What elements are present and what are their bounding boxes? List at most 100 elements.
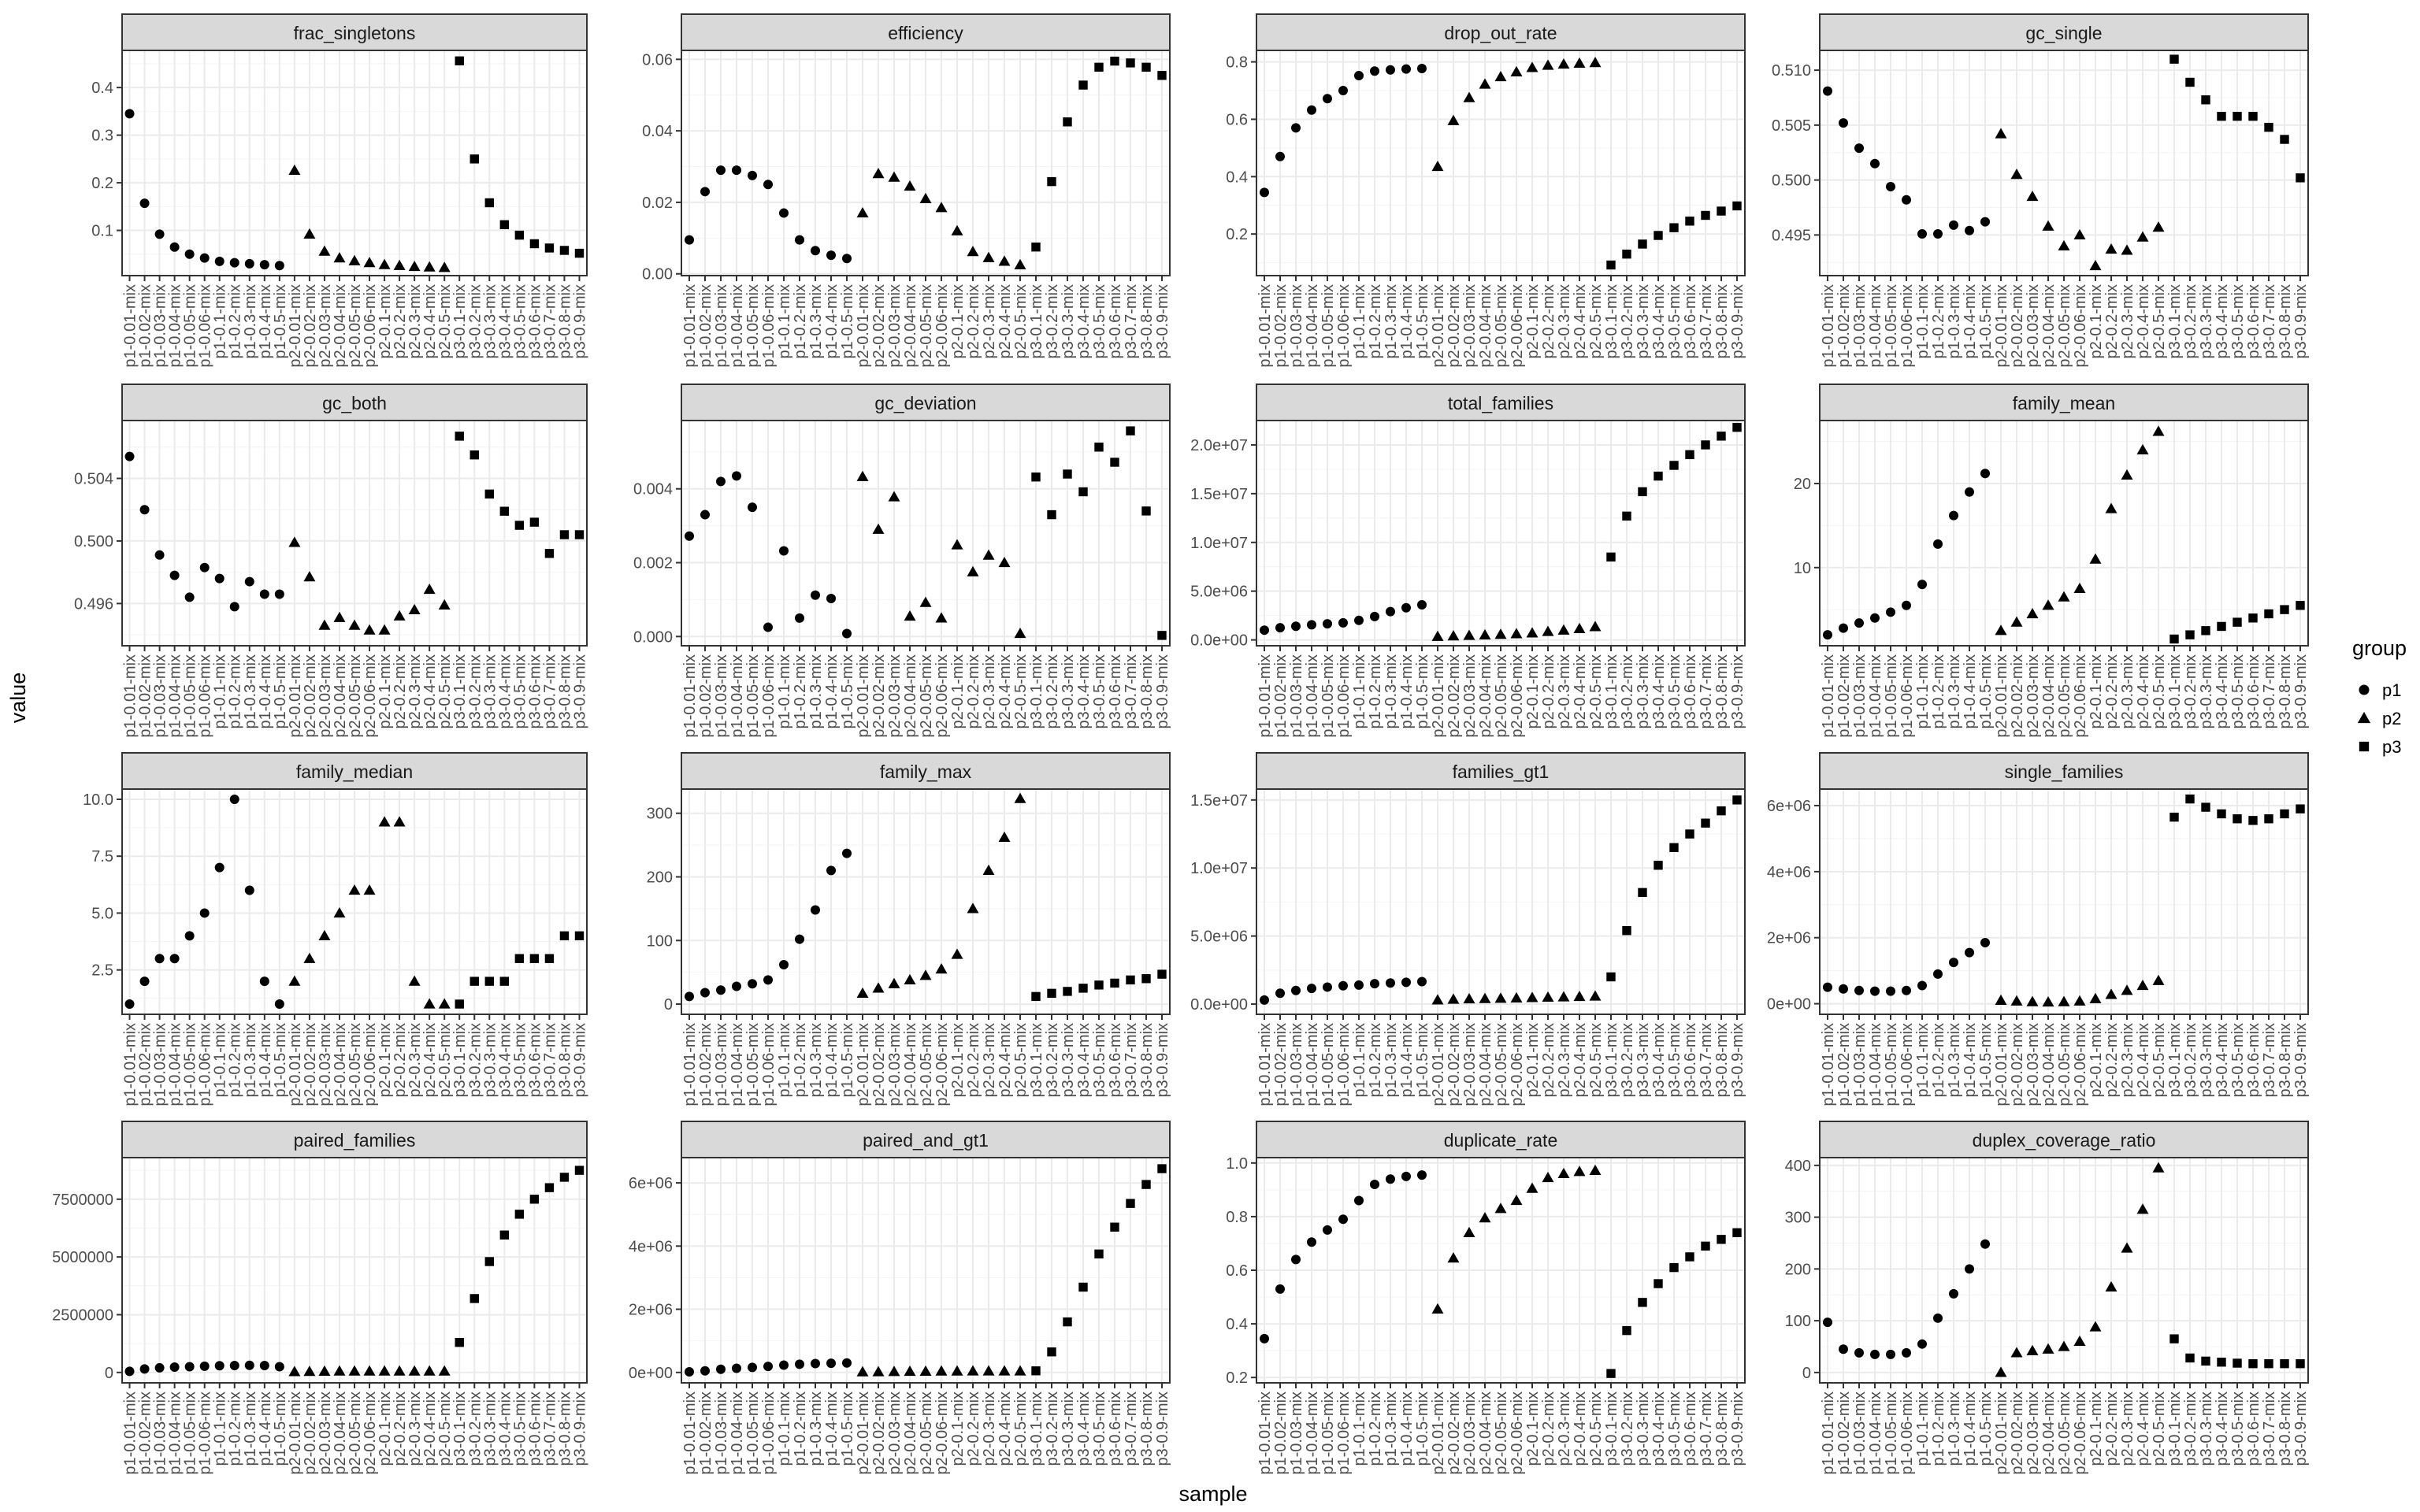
data-point-p3 bbox=[1732, 795, 1742, 805]
data-point-p3 bbox=[1717, 206, 1726, 216]
data-point-p1 bbox=[1260, 187, 1269, 198]
x-tick-label: p1-0.4-mix bbox=[823, 1392, 841, 1466]
x-tick-label: p3-0.4-mix bbox=[1075, 654, 1093, 728]
x-tick-label: p2-0.1-mix bbox=[1524, 284, 1542, 358]
x-tick-label: p2-0.06-mix bbox=[933, 654, 951, 738]
x-tick-label: p1-0.06-mix bbox=[1335, 654, 1353, 738]
data-point-p1 bbox=[1886, 986, 1895, 996]
x-tick-label: p3-0.5-mix bbox=[1091, 1023, 1108, 1097]
x-tick-label: p2-0.1-mix bbox=[377, 284, 394, 358]
x-tick-label: p3-0.7-mix bbox=[1123, 284, 1140, 358]
x-tick-label: p3-0.8-mix bbox=[2277, 654, 2294, 728]
data-point-p2 bbox=[423, 998, 436, 1009]
data-point-p2 bbox=[888, 491, 900, 502]
data-point-p1 bbox=[214, 1361, 225, 1371]
data-point-p1 bbox=[1870, 613, 1880, 623]
y-tick-label: 0e+00 bbox=[1767, 996, 1811, 1014]
x-tick-label: p1-0.06-mix bbox=[197, 654, 214, 738]
data-point-p1 bbox=[1260, 995, 1269, 1005]
data-point-p1 bbox=[1917, 1339, 1927, 1349]
x-tick-label: p3-0.4-mix bbox=[496, 654, 514, 728]
data-point-p2 bbox=[2089, 992, 2102, 1003]
data-point-p1 bbox=[732, 981, 741, 991]
x-tick-label: p1-0.2-mix bbox=[227, 1392, 244, 1466]
x-tick-label: p1-0.2-mix bbox=[227, 284, 244, 358]
facet-strip-title: duplicate_rate bbox=[1444, 1130, 1558, 1151]
x-tick-label: p3-0.1-mix bbox=[1028, 1023, 1045, 1097]
x-tick-label: p3-0.9-mix bbox=[571, 654, 588, 728]
x-tick-label: p2-0.02-mix bbox=[302, 1392, 319, 1475]
x-tick-label: p2-0.4-mix bbox=[1572, 1392, 1589, 1466]
facet-strip-title: paired_families bbox=[294, 1130, 416, 1151]
data-point-p3 bbox=[1701, 210, 1710, 220]
data-point-p1 bbox=[685, 1366, 694, 1377]
x-tick-label: p2-0.04-mix bbox=[1477, 284, 1494, 368]
data-point-p3 bbox=[2169, 54, 2179, 64]
x-tick-label: p2-0.02-mix bbox=[870, 284, 888, 368]
x-tick-label: p3-0.7-mix bbox=[1123, 654, 1140, 728]
data-point-p1 bbox=[1275, 151, 1285, 161]
x-tick-label: p2-0.1-mix bbox=[1524, 1023, 1542, 1097]
x-tick-label: p2-0.06-mix bbox=[933, 1023, 951, 1106]
x-tick-label: p2-0.5-mix bbox=[436, 654, 454, 728]
x-tick-label: p1-0.01-mix bbox=[1256, 654, 1274, 738]
x-tick-label: p1-0.1-mix bbox=[1351, 1392, 1368, 1466]
data-point-p2 bbox=[2089, 259, 2102, 271]
data-point-p3 bbox=[1110, 56, 1119, 66]
data-point-p3 bbox=[2217, 112, 2226, 121]
data-point-p3 bbox=[1141, 974, 1151, 984]
x-tick-label: p2-0.05-mix bbox=[1493, 284, 1510, 368]
x-tick-label: p3-0.3-mix bbox=[1635, 654, 1652, 728]
x-tick-label: p2-0.06-mix bbox=[362, 654, 379, 738]
data-point-p3 bbox=[1094, 1249, 1104, 1259]
data-point-p2 bbox=[2152, 1162, 2165, 1173]
x-tick-label: p1-0.04-mix bbox=[729, 284, 746, 368]
data-point-p1 bbox=[1307, 105, 1316, 115]
x-tick-label: p1-0.3-mix bbox=[1383, 1392, 1400, 1466]
data-point-p2 bbox=[2073, 995, 2086, 1006]
x-tick-label: p1-0.06-mix bbox=[1899, 1023, 1916, 1106]
x-tick-label: p1-0.06-mix bbox=[1335, 284, 1353, 368]
x-tick-label: p2-0.02-mix bbox=[870, 1023, 888, 1106]
x-tick-label: p3-0.8-mix bbox=[2277, 1392, 2294, 1466]
data-point-p2 bbox=[288, 1366, 301, 1377]
x-tick-label: p2-0.2-mix bbox=[392, 284, 409, 358]
x-tick-label: p1-0.05-mix bbox=[1883, 284, 1900, 368]
x-tick-label: p1-0.4-mix bbox=[1398, 654, 1416, 728]
data-point-p1 bbox=[274, 261, 284, 271]
x-tick-label: p3-0.6-mix bbox=[526, 1392, 544, 1466]
data-point-p3 bbox=[2185, 794, 2195, 804]
facet-strip-title: duplex_coverage_ratio bbox=[1973, 1130, 2156, 1151]
data-point-p3 bbox=[1126, 975, 1135, 985]
data-point-p2 bbox=[348, 884, 361, 895]
y-tick-label: 300 bbox=[1785, 1210, 1811, 1227]
x-tick-label: p2-0.2-mix bbox=[1540, 1023, 1557, 1097]
data-point-p2 bbox=[872, 1366, 885, 1377]
x-tick-label: p1-0.3-mix bbox=[807, 1392, 825, 1466]
data-point-p1 bbox=[732, 165, 741, 176]
data-point-p2 bbox=[919, 596, 932, 607]
x-tick-label: p3-0.3-mix bbox=[2198, 1023, 2215, 1097]
data-point-p1 bbox=[1260, 1333, 1269, 1343]
data-point-p1 bbox=[700, 510, 710, 520]
data-point-p2 bbox=[2042, 220, 2054, 231]
data-point-p2 bbox=[1589, 990, 1602, 1001]
x-tick-label: p1-0.5-mix bbox=[1414, 1392, 1431, 1466]
data-point-p1 bbox=[1917, 228, 1927, 239]
data-point-p2 bbox=[872, 982, 885, 993]
data-point-p1 bbox=[1965, 487, 1974, 497]
data-point-p1 bbox=[1370, 611, 1379, 621]
x-tick-label: p1-0.5-mix bbox=[1414, 1023, 1431, 1097]
x-tick-label: p2-0.1-mix bbox=[377, 1392, 394, 1466]
x-tick-label: p1-0.5-mix bbox=[839, 1392, 856, 1466]
x-tick-label: p1-0.4-mix bbox=[257, 654, 274, 728]
x-tick-label: p3-0.7-mix bbox=[1698, 1023, 1715, 1097]
data-point-p2 bbox=[1573, 991, 1586, 1002]
x-tick-label: p2-0.01-mix bbox=[1993, 284, 2010, 368]
x-tick-label: p3-0.3-mix bbox=[481, 654, 499, 728]
x-tick-label: p2-0.06-mix bbox=[933, 1392, 951, 1475]
data-point-p3 bbox=[484, 1257, 494, 1266]
data-point-p2 bbox=[1995, 624, 2007, 636]
x-tick-label: p1-0.04-mix bbox=[729, 1023, 746, 1106]
x-tick-label: p2-0.03-mix bbox=[886, 284, 904, 368]
